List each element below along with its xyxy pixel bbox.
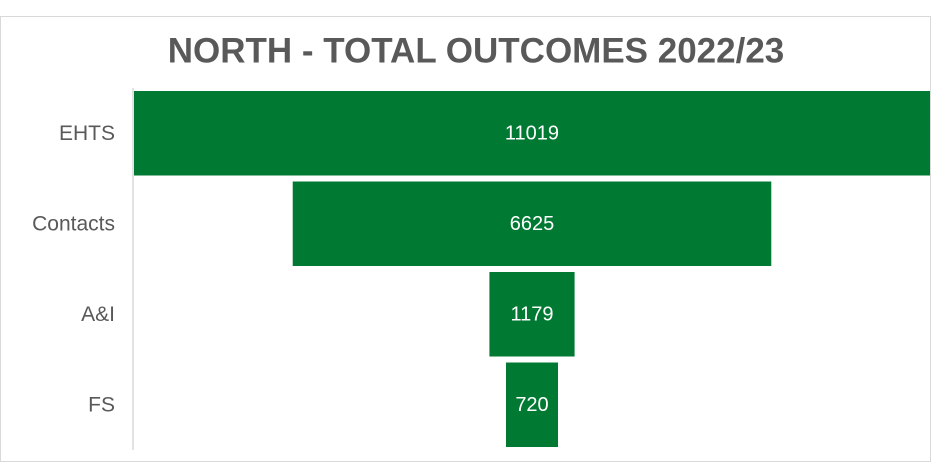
funnel-bar [505, 362, 559, 447]
category-label: FS [88, 393, 115, 416]
funnel-bar [134, 91, 930, 176]
funnel-bar [292, 181, 772, 266]
category-label: Contacts [32, 212, 115, 235]
category-label: EHTS [59, 122, 115, 145]
chart-title: NORTH - TOTAL OUTCOMES 2022/23 [168, 31, 785, 70]
category-label: A&I [81, 303, 115, 326]
data-label: 720 [515, 394, 548, 416]
data-label: 6625 [510, 213, 555, 235]
funnel-bar [489, 272, 575, 357]
data-label: 1179 [510, 304, 553, 326]
data-label: 11019 [505, 123, 559, 145]
